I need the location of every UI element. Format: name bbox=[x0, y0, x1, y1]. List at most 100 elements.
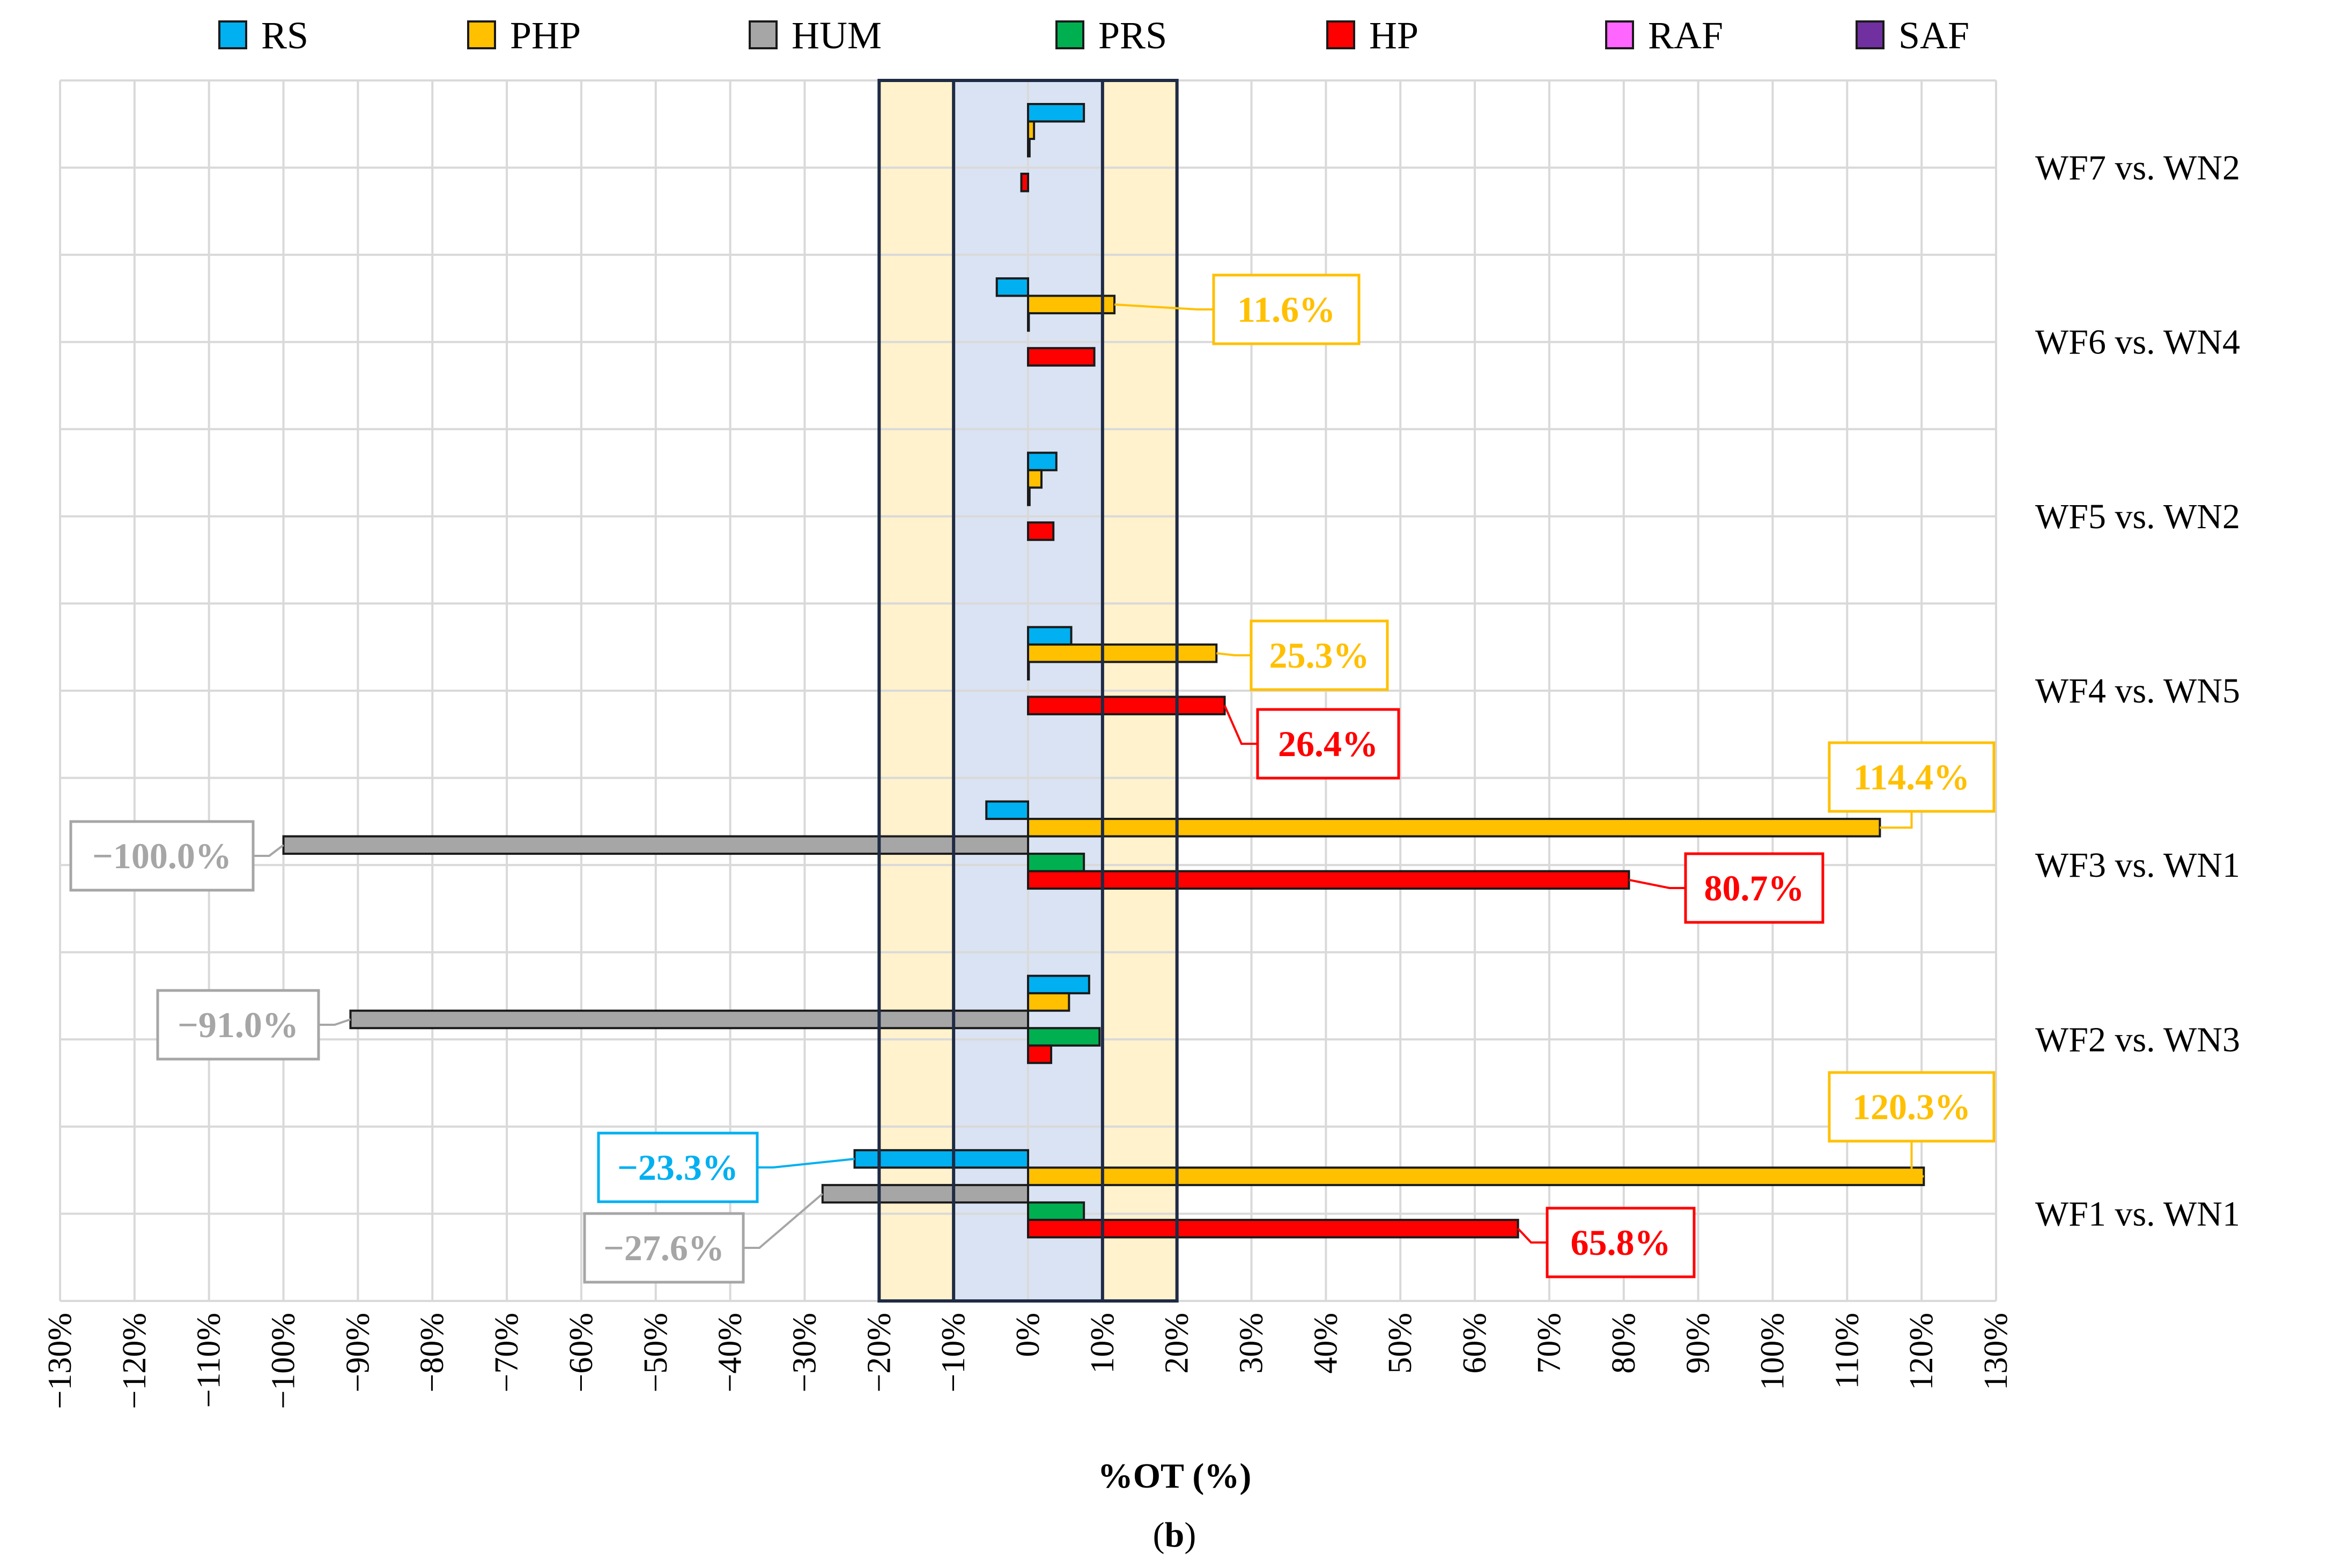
bar-rs-wf7-vs-wn2 bbox=[1027, 103, 1085, 123]
leader-line-php bbox=[1910, 1141, 1924, 1178]
x-tick-label: 70% bbox=[1531, 1313, 1568, 1374]
legend-swatch-hum bbox=[749, 20, 778, 49]
legend-swatch-hp bbox=[1326, 20, 1355, 49]
data-label-box-php bbox=[1828, 1071, 1996, 1143]
bar-php-wf2-vs-wn3 bbox=[1027, 992, 1070, 1012]
bar-hp-wf1-vs-wn1 bbox=[1027, 1218, 1519, 1239]
x-tick-label: −80% bbox=[414, 1313, 450, 1393]
category-labels: WF7 vs. WN2 WF6 vs. WN4 WF5 vs. WN2 WF4 vs.… bbox=[2035, 149, 2240, 1234]
legend-label-rs: RS bbox=[261, 14, 308, 57]
bar-php-wf7-vs-wn2 bbox=[1027, 120, 1036, 140]
category-label: WF2 vs. WN3 bbox=[2035, 1020, 2240, 1059]
data-label-box-hum bbox=[69, 820, 255, 892]
x-tick-label: 60% bbox=[1457, 1313, 1493, 1374]
legend: RS PHP HUM PRS HP RAF SAF bbox=[218, 14, 1969, 57]
x-tick-label: 80% bbox=[1606, 1313, 1642, 1374]
bar-php-wf5-vs-wn2 bbox=[1027, 469, 1043, 489]
x-tick-label: 10% bbox=[1084, 1313, 1121, 1374]
x-tick-label: 120% bbox=[1903, 1313, 1940, 1391]
figure-caption: (b) bbox=[1153, 1515, 1196, 1555]
category-label: WF6 vs. WN4 bbox=[2035, 323, 2240, 362]
bar-hp-wf3-vs-wn1 bbox=[1027, 870, 1630, 890]
data-label-hum: −91.0% bbox=[178, 1004, 299, 1045]
data-label-box-php bbox=[1250, 619, 1389, 691]
data-label-box-php bbox=[1828, 741, 1996, 813]
legend-label-saf: SAF bbox=[1898, 14, 1969, 57]
bar-rs-wf6-vs-wn4 bbox=[995, 277, 1029, 297]
data-label-box-hp bbox=[1684, 852, 1824, 924]
x-tick-label: −100% bbox=[265, 1313, 302, 1409]
leader-line-php bbox=[1114, 303, 1214, 310]
leader-line-hp bbox=[1629, 878, 1686, 889]
x-tick-label: 0% bbox=[1010, 1313, 1046, 1357]
legend-label-hum: HUM bbox=[792, 14, 882, 57]
x-tick-label: 110% bbox=[1829, 1313, 1865, 1389]
reference-band-borders bbox=[877, 79, 1179, 1303]
data-label-hp: 65.8% bbox=[1571, 1222, 1671, 1263]
bar-hp-wf4-vs-wn5 bbox=[1027, 696, 1226, 715]
data-label-hum: −27.6% bbox=[603, 1227, 725, 1268]
x-tick-label: −50% bbox=[638, 1313, 674, 1393]
data-labels: 11.6% 25.3% 26.4% 114.4% −100.0% 80.7% −91.0% 1… bbox=[69, 273, 1996, 1284]
bar-php-wf1-vs-wn1 bbox=[1027, 1166, 1925, 1186]
leader-line-hum bbox=[743, 1193, 824, 1249]
data-label-hp: 80.7% bbox=[1704, 868, 1805, 908]
data-label-box-hp bbox=[1546, 1207, 1696, 1278]
leader-line-php bbox=[1880, 811, 1913, 829]
bar-hum-wf7-vs-wn2 bbox=[1027, 138, 1031, 158]
legend-swatch-raf bbox=[1605, 20, 1634, 49]
x-tick-label: 30% bbox=[1233, 1313, 1270, 1374]
caption-letter: b bbox=[1165, 1515, 1185, 1555]
data-label-box-rs bbox=[597, 1131, 759, 1203]
category-label: WF5 vs. WN2 bbox=[2035, 497, 2240, 536]
bar-hp-wf6-vs-wn4 bbox=[1027, 347, 1096, 367]
x-tick-label: 100% bbox=[1754, 1313, 1791, 1391]
x-tick-label: 40% bbox=[1307, 1313, 1344, 1374]
bar-hp-wf5-vs-wn2 bbox=[1027, 521, 1055, 541]
legend-swatch-php bbox=[467, 20, 496, 49]
data-label-php: 25.3% bbox=[1269, 635, 1370, 676]
x-tick-label: −90% bbox=[339, 1313, 376, 1393]
category-label: WF4 vs. WN5 bbox=[2035, 671, 2240, 711]
leader-line-hp bbox=[1517, 1227, 1547, 1244]
data-label-box-hum bbox=[583, 1212, 745, 1284]
x-tick-label: −20% bbox=[861, 1313, 897, 1393]
data-label-php: 120.3% bbox=[1852, 1086, 1971, 1127]
legend-swatch-rs bbox=[218, 20, 247, 49]
bar-hp-wf7-vs-wn2 bbox=[1020, 173, 1030, 193]
leader-line-hum bbox=[253, 844, 284, 857]
x-tick-label: −10% bbox=[935, 1313, 972, 1393]
legend-swatch-prs bbox=[1055, 20, 1084, 49]
leader-line-php bbox=[1216, 652, 1251, 656]
data-label-box-hp bbox=[1256, 708, 1400, 780]
inner-band-border bbox=[952, 79, 1104, 1303]
data-label-box-hum bbox=[156, 989, 320, 1061]
bar-hum-wf3-vs-wn1 bbox=[282, 835, 1029, 855]
x-tick-label: 90% bbox=[1680, 1313, 1717, 1374]
data-label-php: 114.4% bbox=[1853, 757, 1970, 797]
bar-prs-wf1-vs-wn1 bbox=[1027, 1201, 1085, 1221]
category-label: WF3 vs. WN1 bbox=[2035, 846, 2240, 885]
x-tick-label: 130% bbox=[1978, 1313, 2014, 1391]
x-axis: −130% −120% −110% −100% −90% −80% −70% −60% −50%… bbox=[42, 1313, 2014, 1409]
x-tick-label: 20% bbox=[1159, 1313, 1195, 1374]
x-tick-label: −60% bbox=[563, 1313, 600, 1393]
bar-hum-wf1-vs-wn1 bbox=[821, 1184, 1030, 1204]
bar-rs-wf2-vs-wn3 bbox=[1027, 974, 1090, 995]
data-label-box-php bbox=[1212, 273, 1361, 345]
bar-hum-wf5-vs-wn2 bbox=[1027, 486, 1031, 506]
bar-prs-wf2-vs-wn3 bbox=[1027, 1027, 1101, 1047]
leader-line-hum bbox=[319, 1018, 351, 1026]
x-tick-label: −40% bbox=[712, 1313, 749, 1393]
bar-hum-wf6-vs-wn4 bbox=[1027, 312, 1030, 332]
data-label-hp: 26.4% bbox=[1278, 723, 1378, 764]
caption-close: ) bbox=[1184, 1515, 1196, 1555]
legend-label-raf: RAF bbox=[1648, 14, 1723, 57]
bar-rs-wf3-vs-wn1 bbox=[985, 800, 1029, 820]
category-label: WF1 vs. WN1 bbox=[2035, 1194, 2240, 1233]
legend-label-prs: PRS bbox=[1098, 14, 1167, 57]
caption-open: ( bbox=[1153, 1515, 1165, 1555]
x-axis-title: %OT (%) bbox=[1098, 1456, 1252, 1496]
legend-label-php: PHP bbox=[510, 14, 581, 57]
x-tick-label: −70% bbox=[489, 1313, 525, 1393]
